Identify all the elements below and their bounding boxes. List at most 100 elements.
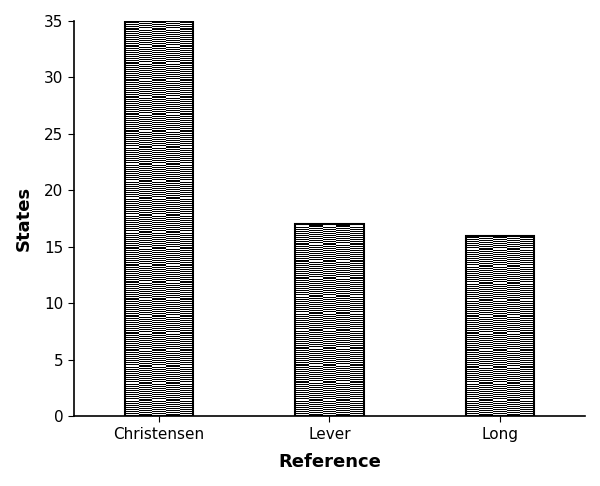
Bar [125, 88, 139, 89]
Bar [179, 114, 193, 115]
Bar [295, 411, 309, 412]
Bar [466, 383, 479, 384]
Bar [166, 325, 179, 326]
Bar [506, 259, 520, 260]
Bar [139, 259, 152, 260]
Bar [520, 356, 534, 357]
Bar [166, 223, 179, 224]
Bar [166, 240, 179, 241]
Bar [152, 29, 166, 30]
Bar [466, 236, 534, 417]
Bar [166, 168, 179, 169]
Bar [309, 348, 323, 349]
Bar [125, 290, 139, 291]
Bar [179, 354, 193, 355]
Bar [466, 392, 479, 393]
Bar [152, 111, 166, 112]
Bar [166, 140, 179, 141]
Bar [152, 332, 166, 333]
Bar [336, 272, 350, 273]
Bar [323, 256, 336, 257]
Bar [166, 406, 179, 407]
Bar [152, 258, 166, 259]
Bar [139, 272, 152, 273]
Bar [323, 416, 336, 417]
Bar [166, 64, 179, 65]
Bar [493, 237, 506, 238]
Bar [125, 75, 139, 76]
Bar [166, 415, 179, 416]
Bar [139, 304, 152, 305]
Bar [295, 371, 309, 372]
Bar [323, 320, 336, 321]
Bar [179, 207, 193, 208]
Bar [179, 409, 193, 410]
Bar [139, 202, 152, 203]
Bar [479, 355, 493, 356]
Bar [179, 326, 193, 327]
Bar [323, 337, 336, 338]
Bar [466, 416, 479, 417]
Bar [166, 149, 179, 150]
Bar [466, 292, 479, 293]
Bar [336, 370, 350, 371]
Bar [139, 316, 152, 318]
Bar [179, 122, 193, 123]
Bar [179, 377, 193, 378]
Bar [466, 411, 479, 412]
Bar [179, 175, 193, 176]
Bar [125, 235, 139, 236]
Bar [125, 371, 139, 372]
Bar [350, 335, 364, 336]
Bar [350, 337, 364, 338]
Bar [479, 272, 493, 273]
Bar [309, 395, 323, 396]
Bar [506, 295, 520, 296]
Bar [166, 146, 179, 148]
Bar [309, 312, 323, 313]
Bar [152, 128, 166, 129]
Bar [166, 202, 179, 203]
Bar [139, 344, 152, 345]
Bar [309, 272, 323, 273]
Bar [295, 282, 309, 283]
Bar [125, 311, 139, 312]
Bar [309, 266, 323, 267]
Bar [179, 22, 193, 23]
Bar [295, 250, 309, 251]
Bar [179, 260, 193, 261]
Bar [166, 338, 179, 339]
Bar [493, 385, 506, 387]
Bar [466, 345, 479, 347]
Bar [166, 306, 179, 307]
Bar [179, 292, 193, 293]
Bar [139, 382, 152, 383]
Bar [125, 158, 139, 159]
Bar [166, 376, 179, 377]
Bar [179, 288, 193, 289]
Bar [179, 230, 193, 231]
Bar [125, 373, 139, 374]
Bar [323, 245, 336, 247]
Bar [350, 292, 364, 294]
Bar [152, 67, 166, 68]
Bar [295, 339, 309, 340]
Bar [493, 383, 506, 384]
Bar [479, 389, 493, 390]
Bar [179, 190, 193, 191]
Bar [139, 110, 152, 111]
Bar [179, 324, 193, 325]
Bar [506, 312, 520, 313]
Bar [295, 356, 309, 357]
Bar [295, 237, 309, 238]
Bar [152, 186, 166, 187]
Bar [466, 264, 479, 265]
Bar [166, 242, 179, 243]
Bar [166, 38, 179, 39]
Bar [336, 408, 350, 409]
Bar [479, 304, 493, 305]
Bar [139, 336, 152, 337]
Bar [295, 390, 309, 391]
Bar [479, 327, 493, 328]
Bar [139, 265, 152, 267]
